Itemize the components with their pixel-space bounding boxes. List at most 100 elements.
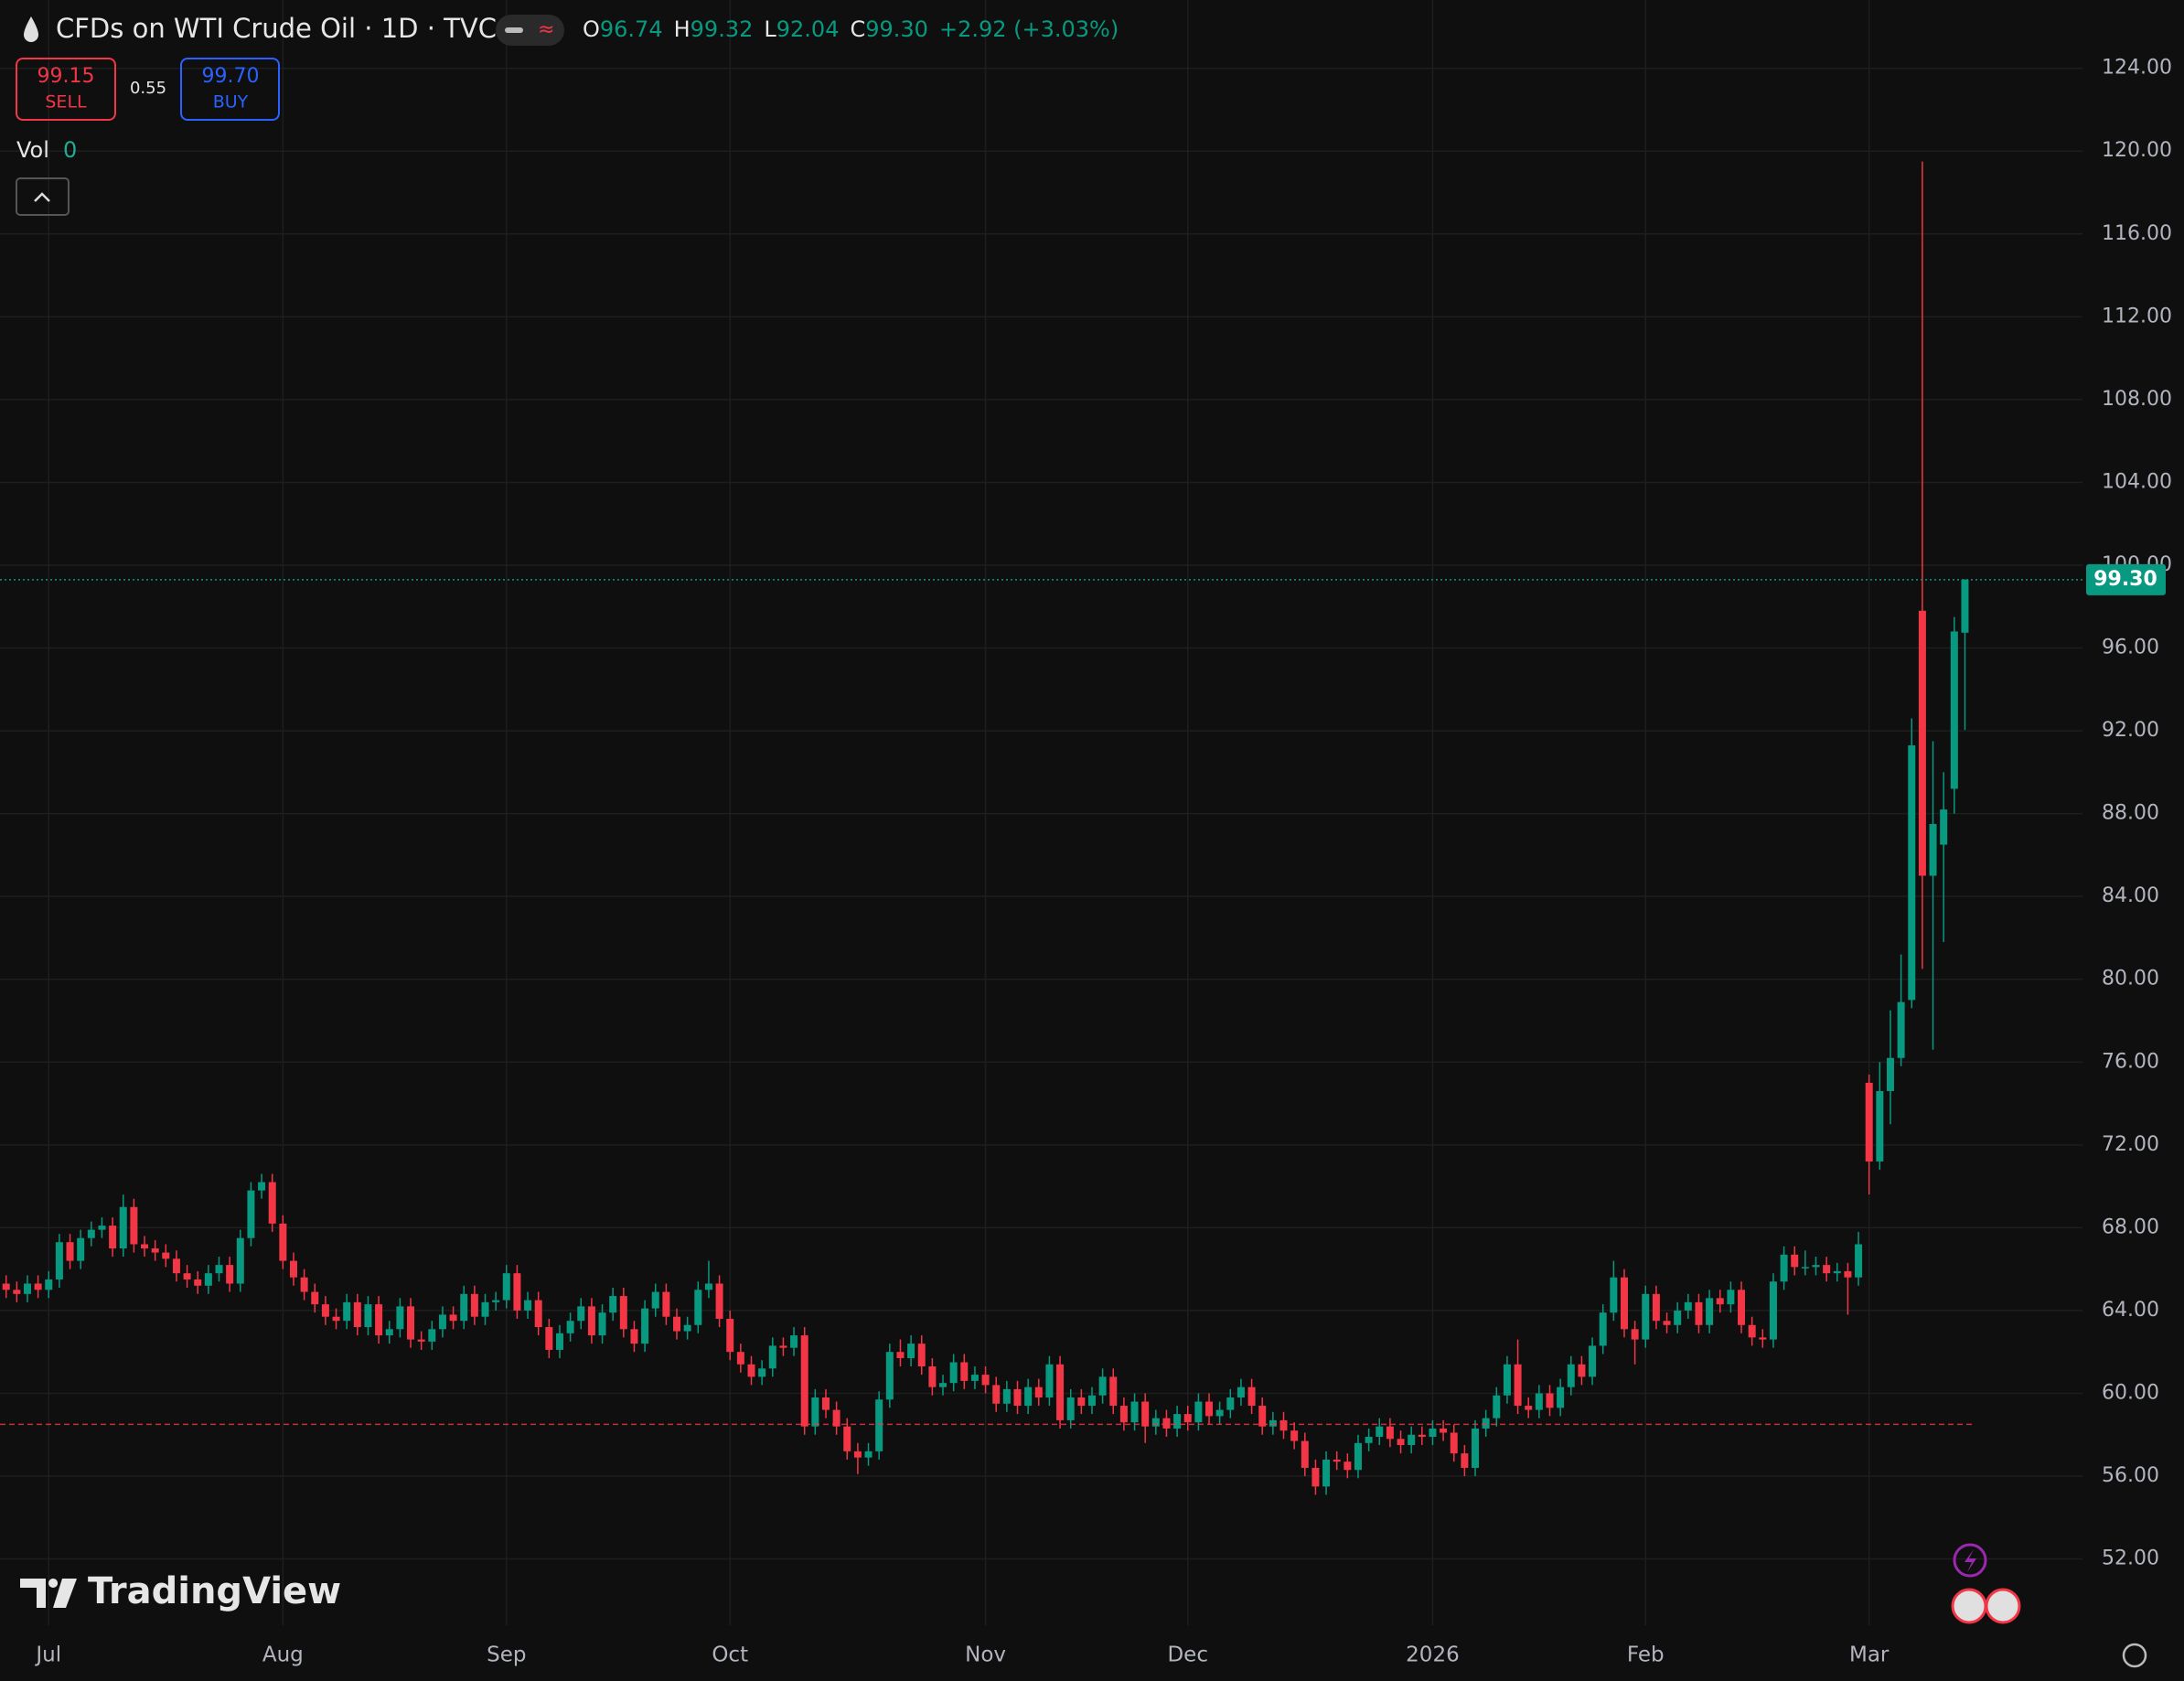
candle-body: [1066, 1397, 1075, 1420]
candle-body: [151, 1248, 159, 1253]
candle-body: [1429, 1428, 1437, 1438]
candle-body: [821, 1397, 830, 1410]
candle-body: [545, 1327, 553, 1350]
candle-body: [1716, 1298, 1724, 1305]
x-tick-label: 2026: [1406, 1644, 1460, 1667]
candle-body: [1897, 1001, 1905, 1058]
candle-body: [1791, 1254, 1799, 1268]
candle-body: [172, 1258, 180, 1274]
candle-body: [609, 1296, 617, 1313]
candle-body: [1589, 1345, 1597, 1377]
candle-body: [747, 1364, 755, 1377]
legend-value: 99.30: [865, 16, 928, 42]
candle-body: [832, 1409, 840, 1427]
y-tick-label: 96.00: [2102, 637, 2159, 659]
candle-body: [1376, 1426, 1384, 1438]
candle-body: [502, 1273, 510, 1301]
candle-body: [790, 1335, 798, 1348]
legend-key: C: [850, 16, 865, 42]
status-pill[interactable]: [496, 15, 564, 46]
candle-body: [87, 1229, 95, 1238]
candle-body: [641, 1308, 649, 1344]
candle-body: [417, 1339, 425, 1342]
buy-label: BUY: [213, 92, 249, 112]
candle-body: [1151, 1418, 1160, 1427]
candle-body: [1173, 1414, 1182, 1429]
candle-body: [673, 1316, 681, 1332]
economic-event-2[interactable]: [1985, 1588, 2021, 1624]
candle-body: [939, 1383, 947, 1387]
y-tick-label: 52.00: [2102, 1547, 2159, 1570]
symbol-title[interactable]: CFDs on WTI Crude Oil · 1D · TVC: [56, 13, 497, 44]
candle-body: [566, 1321, 574, 1333]
candle-body: [1546, 1393, 1554, 1408]
candle-body: [970, 1375, 979, 1381]
economic-event-1[interactable]: [1951, 1588, 1987, 1624]
candle-body: [1226, 1397, 1235, 1410]
y-tick-label: 120.00: [2102, 139, 2172, 162]
candle-body: [524, 1300, 532, 1311]
candle-body: [247, 1190, 255, 1238]
candle-body: [385, 1329, 393, 1336]
candle-body: [470, 1293, 478, 1317]
candle-body: [843, 1426, 851, 1451]
y-tick-label: 112.00: [2102, 305, 2172, 327]
y-tick-label: 80.00: [2102, 968, 2159, 990]
candle-body: [353, 1301, 361, 1328]
candle-body: [1578, 1364, 1586, 1377]
status-dot: [505, 27, 523, 33]
legend-key: L: [764, 16, 776, 42]
candle-body: [1087, 1395, 1096, 1407]
legend-key: O: [583, 16, 600, 42]
candle-body: [375, 1304, 383, 1336]
candles: [2, 161, 1969, 1495]
candle-body: [183, 1273, 191, 1279]
candle-body: [1237, 1387, 1245, 1397]
candle-body: [651, 1291, 659, 1309]
candle-body: [1386, 1426, 1394, 1440]
candle-body: [1247, 1387, 1256, 1407]
candle-body: [1109, 1376, 1118, 1407]
candle-body: [1557, 1387, 1565, 1408]
event-icon[interactable]: [1953, 1543, 1987, 1578]
candle-body: [55, 1242, 63, 1279]
candle-body: [1631, 1329, 1639, 1340]
candle-body: [1695, 1301, 1703, 1325]
candle-body: [162, 1252, 170, 1259]
candle-body: [864, 1451, 873, 1458]
candle-body: [1886, 1057, 1894, 1091]
x-tick-label: Mar: [1849, 1644, 1890, 1667]
candle-body: [981, 1375, 990, 1386]
settings-icon[interactable]: [2122, 1643, 2147, 1668]
candle-body: [1290, 1430, 1299, 1441]
x-tick-label: Dec: [1167, 1644, 1208, 1667]
candle-body: [1024, 1387, 1033, 1407]
candle-body: [1141, 1401, 1150, 1427]
candle-body: [587, 1306, 595, 1336]
candle-body: [364, 1304, 372, 1328]
y-tick-label: 76.00: [2102, 1050, 2159, 1073]
candle-body: [1940, 809, 1948, 845]
candle-body: [98, 1226, 106, 1230]
y-tick-label: 64.00: [2102, 1299, 2159, 1322]
candle-body: [1301, 1440, 1309, 1468]
legend-value: 96.74: [600, 16, 663, 42]
event-bolt: [1965, 1549, 1976, 1572]
candle-body: [1215, 1409, 1224, 1417]
candle-body: [1045, 1364, 1054, 1397]
candle-body: [1013, 1388, 1022, 1407]
candle-body: [1333, 1459, 1341, 1462]
overlay: 52.00 56.00 60.00 64.00 68.00 72.00 76.00 80.00…: [0, 57, 2172, 1667]
buy-button[interactable]: [180, 58, 280, 121]
collapse-button[interactable]: [16, 177, 70, 216]
candle-body: [992, 1385, 1001, 1404]
candle-body: [311, 1291, 319, 1305]
candle-body: [141, 1244, 149, 1249]
candle-body: [109, 1226, 117, 1249]
sell-button[interactable]: [16, 58, 116, 121]
candle-body: [1472, 1428, 1480, 1468]
candle-body: [1908, 744, 1916, 1001]
candle-body: [949, 1362, 958, 1384]
candle-body: [204, 1273, 212, 1286]
